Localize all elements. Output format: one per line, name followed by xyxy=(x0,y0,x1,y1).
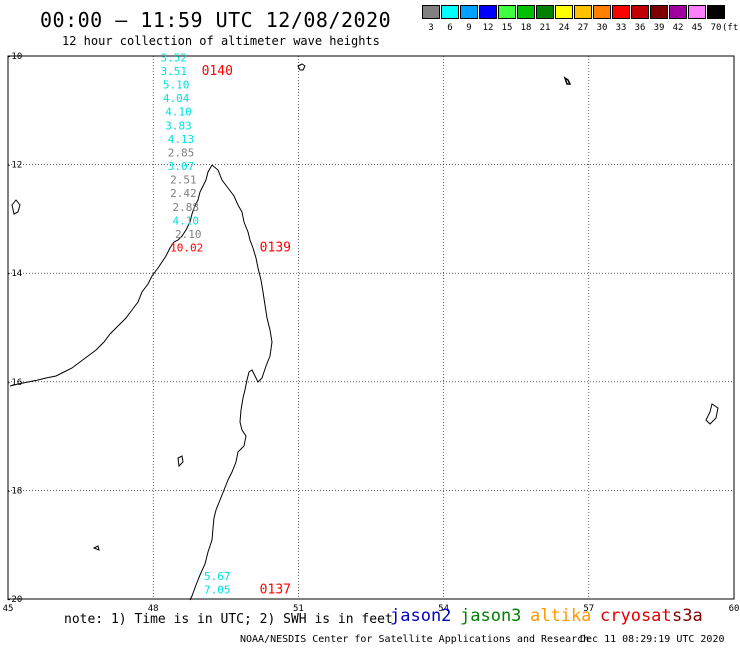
swh-value: 5.10 xyxy=(163,79,190,92)
legend-swatch xyxy=(688,5,706,19)
lat-tick-label: -20 xyxy=(6,595,22,605)
swh-value: 3.83 xyxy=(165,119,192,132)
legend-swatch xyxy=(574,5,592,19)
legend-swatch xyxy=(498,5,516,19)
swh-value: 5.67 xyxy=(204,570,231,583)
satellite-name: s3a xyxy=(672,606,703,626)
legend-swatch xyxy=(536,5,554,19)
swh-value: 2.10 xyxy=(175,228,202,241)
legend-label: 15 xyxy=(501,23,513,33)
footer-credit: NOAA/NESDIS Center for Satellite Applica… xyxy=(240,634,590,645)
lat-tick-label: -14 xyxy=(6,269,22,279)
legend-label: 21 xyxy=(539,23,551,33)
island-west xyxy=(11,199,21,215)
footer-note: note: 1) Time is in UTC; 2) SWH is in fe… xyxy=(64,612,393,627)
pass-label: 0139 xyxy=(260,240,291,255)
satellite-name: jason3 xyxy=(460,606,522,626)
madagascar-coastline xyxy=(189,164,273,601)
legend-swatch xyxy=(441,5,459,19)
lon-tick-label: 60 xyxy=(729,604,740,614)
legend-label: 30 xyxy=(596,23,608,33)
legend-swatch xyxy=(479,5,497,19)
lon-tick-label: 45 xyxy=(3,604,14,614)
madagascar-west-coast xyxy=(9,164,213,387)
legend-label: 33 xyxy=(615,23,627,33)
lat-tick-label: -16 xyxy=(6,378,22,388)
swh-value: 2.85 xyxy=(168,146,195,159)
pass-labels: 0140 0139 0137 xyxy=(202,64,291,598)
island-east xyxy=(705,403,719,425)
lat-tick-label: -18 xyxy=(6,486,22,496)
lat-lon-grid xyxy=(7,55,735,600)
legend-swatch xyxy=(612,5,630,19)
satellite-name: jason2 xyxy=(390,606,452,626)
swh-value: 2.51 xyxy=(170,174,197,187)
swh-value: 2.42 xyxy=(170,187,197,200)
legend-label: 27 xyxy=(577,23,589,33)
island-small-ne xyxy=(563,76,572,85)
island-small-1 xyxy=(177,455,184,468)
swh-value: 7.05 xyxy=(204,584,231,597)
swh-value: 10.02 xyxy=(170,241,203,254)
pass-label: 0140 xyxy=(202,64,233,79)
legend-label: 42 xyxy=(672,23,684,33)
satellite-name: altika xyxy=(530,606,592,626)
swh-value: 3.52 xyxy=(160,51,187,64)
lon-tick-label: 51 xyxy=(293,604,304,614)
legend-swatch xyxy=(707,5,725,19)
legend-label: 70 xyxy=(710,23,722,33)
legend-label: 12 xyxy=(482,23,494,33)
legend-swatch xyxy=(517,5,535,19)
island-north xyxy=(297,63,306,71)
lat-tick-label: -12 xyxy=(6,161,22,171)
legend-swatch xyxy=(631,5,649,19)
island-small-2 xyxy=(92,545,100,551)
legend-label: 39 xyxy=(653,23,665,33)
legend-label: 9 xyxy=(466,23,472,33)
page-subtitle: 12 hour collection of altimeter wave hei… xyxy=(62,34,380,48)
legend-swatch xyxy=(593,5,611,19)
page-title: 00:00 – 11:59 UTC 12/08/2020 xyxy=(40,8,392,32)
legend-label: 3 xyxy=(428,23,434,33)
wave-height-values: 3.523.515.104.044.103.834.132.853.072.51… xyxy=(160,51,230,596)
legend-label: 36 xyxy=(634,23,646,33)
lon-tick-label: 48 xyxy=(148,604,159,614)
swh-value: 4.13 xyxy=(168,133,195,146)
footer-timestamp: Dec 11 08:29:19 UTC 2020 xyxy=(580,634,725,645)
legend-label: 6 xyxy=(447,23,453,33)
swh-value: 3.07 xyxy=(168,160,195,173)
legend-unit: (ft) xyxy=(722,23,740,33)
legend-swatch xyxy=(669,5,687,19)
legend-swatch xyxy=(555,5,573,19)
coastline xyxy=(9,63,719,601)
swh-value: 4.10 xyxy=(165,106,192,119)
legend-label: 18 xyxy=(520,23,532,33)
legend-label: 45 xyxy=(691,23,703,33)
pass-label: 0137 xyxy=(260,583,291,598)
swh-value: 4.04 xyxy=(163,92,190,105)
satellite-name: cryosat xyxy=(600,606,672,626)
legend-swatch xyxy=(650,5,668,19)
swh-value: 4.10 xyxy=(173,214,200,227)
axis-tick-labels: 45 48 51 54 57 60 -10 -12 -14 -16 -18 -20 xyxy=(3,52,740,614)
legend-label: 24 xyxy=(558,23,570,33)
legend-swatch xyxy=(460,5,478,19)
swh-value: 2.88 xyxy=(173,201,200,214)
legend-swatch xyxy=(422,5,440,19)
lat-tick-label: -10 xyxy=(6,52,22,62)
swh-value: 3.51 xyxy=(160,65,187,78)
lon-tick-label: 54 xyxy=(438,604,449,614)
lon-tick-label: 57 xyxy=(583,604,594,614)
